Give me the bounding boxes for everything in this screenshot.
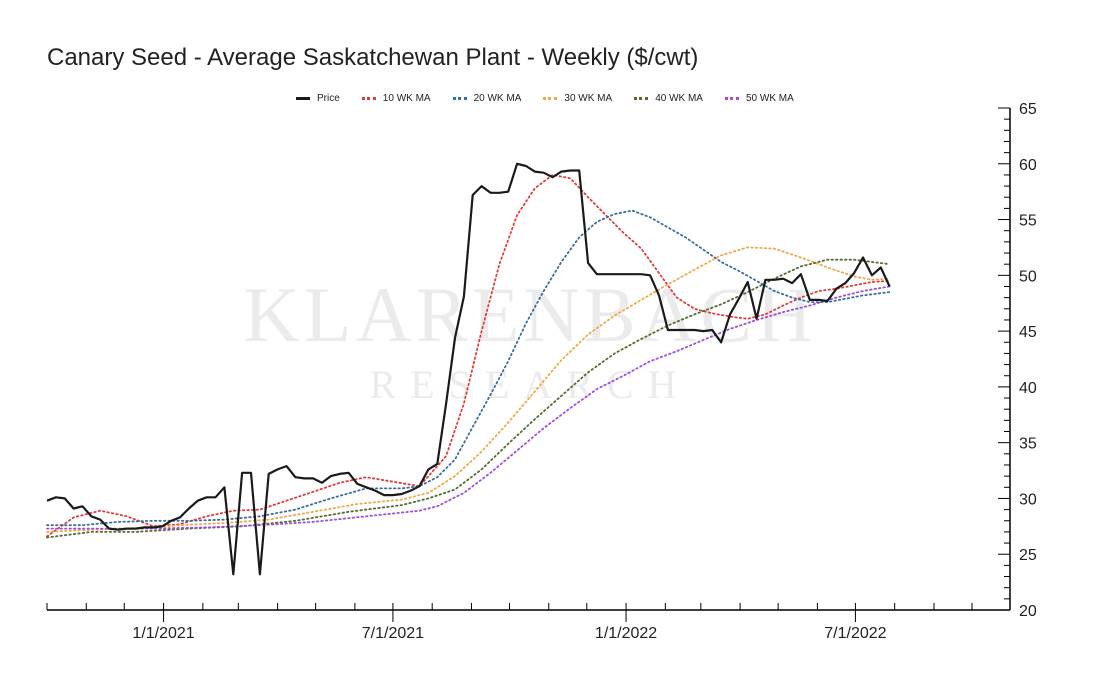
legend-item: 50 WK MA (724, 92, 794, 104)
x-tick-label: 7/1/2021 (362, 625, 424, 642)
legend-swatch (634, 96, 649, 100)
y-tick-label: 45 (1019, 324, 1037, 341)
legend-label: Price (317, 92, 340, 104)
chart-title: Canary Seed - Average Saskatchewan Plant… (47, 44, 699, 71)
series-line-20-wk-ma (46, 209, 891, 527)
series-line-price (46, 162, 891, 576)
legend-item: Price (296, 93, 340, 104)
legend-item: 30 WK MA (543, 93, 612, 104)
y-tick-label: 50 (1019, 268, 1037, 285)
y-tick-label: 65 (1019, 101, 1037, 118)
y-tick-label: 30 (1019, 491, 1037, 508)
legend-item: 40 WK MA (634, 93, 703, 104)
legend-swatch (361, 96, 376, 100)
legend-item: 20 WK MA (452, 92, 522, 104)
x-tick-label: 1/1/2022 (595, 625, 657, 642)
legend-label: 20 WK MA (473, 92, 522, 104)
series-line-50-wk-ma (46, 285, 891, 530)
legend-label: 10 WK MA (382, 92, 431, 104)
y-tick-label: 60 (1019, 157, 1037, 174)
x-tick-label: 1/1/2021 (132, 625, 194, 642)
legend-item: 10 WK MA (361, 92, 431, 104)
y-tick-label: 55 (1019, 213, 1037, 230)
y-tick-label: 20 (1019, 603, 1037, 620)
legend-label: 50 WK MA (745, 92, 794, 104)
y-tick-label: 40 (1019, 380, 1037, 397)
legend-swatch (452, 96, 467, 100)
series-line-30-wk-ma (46, 246, 891, 533)
y-tick-label: 35 (1019, 436, 1037, 453)
chart-legend: Price 10 WK MA 20 WK MA 30 WK MA 40 WK MA 50 … (296, 91, 816, 105)
legend-swatch (724, 96, 739, 100)
x-tick-label: 7/1/2022 (824, 625, 886, 642)
y-tick-label: 25 (1019, 547, 1037, 564)
legend-swatch (296, 96, 310, 100)
legend-swatch (543, 96, 558, 100)
legend-label: 30 WK MA (564, 92, 613, 104)
series-line-10-wk-ma (46, 173, 891, 538)
series-line-40-wk-ma (46, 258, 891, 539)
legend-label: 40 WK MA (655, 92, 703, 104)
